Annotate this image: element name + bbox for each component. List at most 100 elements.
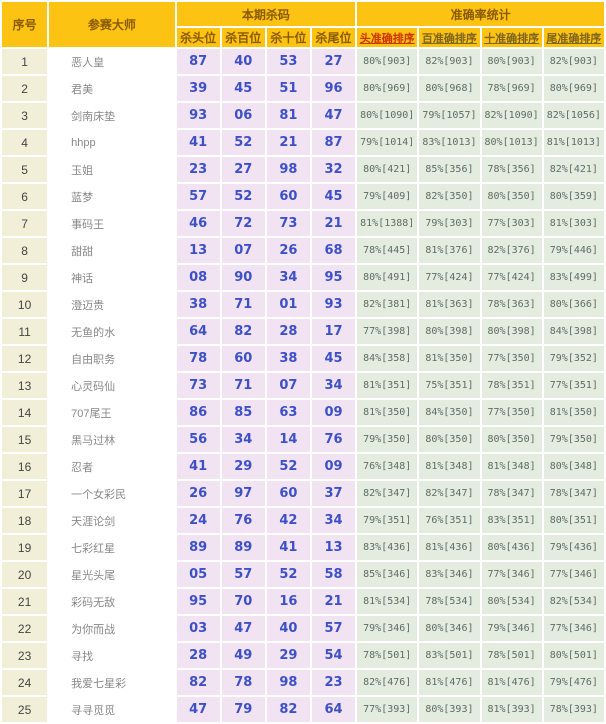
table-row: 11 无鱼的水 64 82 28 17 77%[398] 80%[398] 80%[398] 84… [2,319,604,344]
table-row: 19 七彩红星 89 89 41 13 83%[436] 81%[436] 80%[436] 79… [2,535,604,560]
sort-link-tail-accuracy[interactable]: 尾准确排序 [546,32,602,45]
accuracy-cell: 85%[346] [357,562,418,587]
serial-cell: 13 [2,373,48,398]
kill-number-cell: 51 [266,76,310,101]
kill-number-cell: 76 [221,508,265,533]
accuracy-cell: 81%[350] [419,346,480,371]
serial-cell: 6 [2,184,48,209]
serial-cell: 5 [2,157,48,182]
sort-link-ten-accuracy[interactable]: 十准确排序 [484,32,540,45]
accuracy-cell: 77%[346] [543,616,604,641]
table-row: 17 一个女彩民 26 97 60 37 82%[347] 82%[347] 78%[347] 7… [2,481,604,506]
accuracy-cell: 81%[393] [481,697,542,722]
master-name-cell: 彩码无敌 [49,589,175,614]
table-row: 15 黑马过林 56 34 14 76 79%[350] 80%[350] 80%[350] 79… [2,427,604,452]
serial-cell: 3 [2,103,48,128]
kill-number-cell: 28 [176,643,220,668]
kill-number-cell: 40 [266,616,310,641]
table-row: 6 蓝梦 57 52 60 45 79%[409] 82%[350] 80%[350] 80%[3… [2,184,604,209]
kill-number-cell: 81 [266,103,310,128]
table-row: 13 心灵码仙 73 71 07 34 81%[351] 75%[351] 78%[351] 77… [2,373,604,398]
accuracy-cell: 79%[346] [357,616,418,641]
accuracy-cell: 78%[356] [481,157,542,182]
serial-cell: 22 [2,616,48,641]
table-row: 10 澄迈贵 38 71 01 93 82%[381] 81%[363] 78%[363] 80%… [2,292,604,317]
kill-number-cell: 21 [266,130,310,155]
kill-number-cell: 21 [311,211,356,236]
accuracy-cell: 79%[436] [543,535,604,560]
kill-number-cell: 52 [266,454,310,479]
table-row: 18 天涯论剑 24 76 42 34 79%[351] 76%[351] 83%[351] 80… [2,508,604,533]
master-name-cell: 自由职务 [49,346,175,371]
kill-number-cell: 01 [266,292,310,317]
kill-number-cell: 73 [266,211,310,236]
serial-cell: 23 [2,643,48,668]
kill-number-cell: 07 [266,373,310,398]
accuracy-cell: 79%[351] [357,508,418,533]
kill-number-cell: 63 [266,400,310,425]
kill-number-cell: 98 [266,670,310,695]
accuracy-cell: 78%[534] [419,589,480,614]
master-name-cell: 无鱼的水 [49,319,175,344]
table-row: 4 hhpp 41 52 21 87 79%[1014] 83%[1013] 80%[1013]… [2,130,604,155]
master-name-cell: 心灵码仙 [49,373,175,398]
kill-number-cell: 03 [176,616,220,641]
sort-link-hundred-accuracy[interactable]: 百准确排序 [421,32,477,45]
serial-cell: 2 [2,76,48,101]
accuracy-cell: 82%[1090] [481,103,542,128]
sort-link-head-accuracy[interactable]: 头准确排序 [359,32,415,45]
kill-number-cell: 89 [221,535,265,560]
accuracy-cell: 82%[350] [419,184,480,209]
master-name-cell: 天涯论剑 [49,508,175,533]
kill-number-cell: 60 [266,481,310,506]
kill-number-cell: 13 [176,238,220,263]
kill-number-cell: 47 [176,697,220,722]
kill-number-cell: 76 [311,427,356,452]
kill-number-cell: 21 [311,589,356,614]
header-group-kill: 本期杀码 [176,2,356,26]
accuracy-cell: 81%[476] [419,670,480,695]
kill-number-cell: 45 [221,76,265,101]
kill-number-cell: 78 [176,346,220,371]
accuracy-cell: 81%[534] [357,589,418,614]
accuracy-cell: 75%[351] [419,373,480,398]
accuracy-cell: 80%[350] [481,184,542,209]
kill-number-cell: 70 [221,589,265,614]
accuracy-cell: 81%[1388] [357,211,418,236]
kill-number-cell: 06 [221,103,265,128]
accuracy-cell: 84%[350] [419,400,480,425]
kill-number-cell: 68 [311,238,356,263]
kill-number-cell: 95 [176,589,220,614]
accuracy-cell: 81%[1013] [543,130,604,155]
accuracy-cell: 77%[398] [357,319,418,344]
accuracy-cell: 80%[903] [357,49,418,74]
kill-number-cell: 37 [311,481,356,506]
header-group-accuracy: 准确率统计 [357,2,604,26]
serial-cell: 20 [2,562,48,587]
accuracy-cell: 81%[476] [481,670,542,695]
accuracy-cell: 80%[1090] [357,103,418,128]
kill-number-cell: 64 [176,319,220,344]
accuracy-cell: 77%[393] [357,697,418,722]
kill-number-cell: 47 [221,616,265,641]
accuracy-cell: 81%[350] [543,400,604,425]
kill-number-cell: 54 [311,643,356,668]
table-row: 9 神话 08 90 34 95 80%[491] 77%[424] 77%[424] 83%[4… [2,265,604,290]
kill-number-cell: 24 [176,508,220,533]
kill-number-cell: 40 [221,49,265,74]
master-name-cell: 恶人皇 [49,49,175,74]
accuracy-cell: 79%[409] [357,184,418,209]
master-name-cell: 君美 [49,76,175,101]
kill-number-cell: 93 [176,103,220,128]
accuracy-cell: 80%[969] [357,76,418,101]
kill-number-cell: 57 [311,616,356,641]
kill-number-cell: 71 [221,292,265,317]
serial-cell: 17 [2,481,48,506]
accuracy-cell: 79%[303] [419,211,480,236]
table-row: 5 玉姐 23 27 98 32 80%[421] 85%[356] 78%[356] 82%[4… [2,157,604,182]
kill-number-cell: 27 [311,49,356,74]
accuracy-cell: 82%[421] [543,157,604,182]
accuracy-cell: 82%[903] [543,49,604,74]
kill-number-cell: 26 [266,238,310,263]
accuracy-cell: 80%[366] [543,292,604,317]
